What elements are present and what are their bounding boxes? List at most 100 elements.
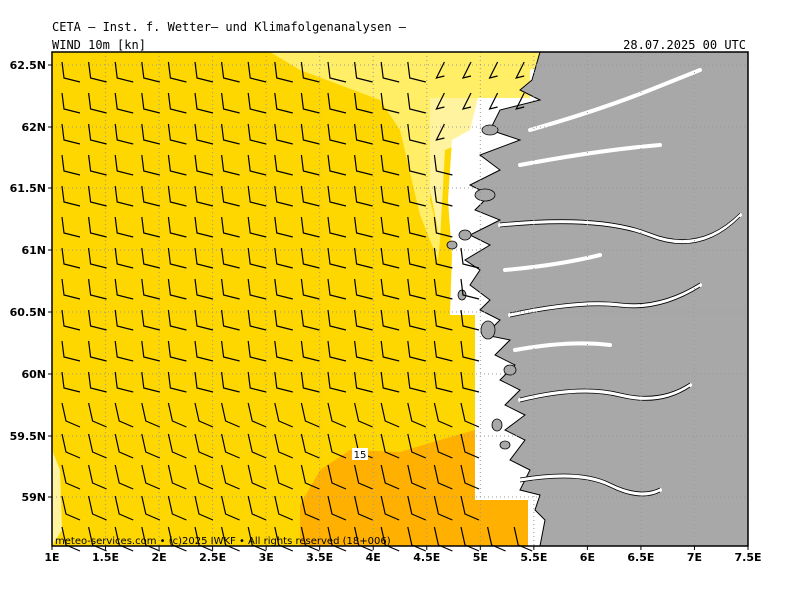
wind-barb bbox=[61, 371, 81, 393]
wind-barb bbox=[221, 92, 240, 114]
wind-barb bbox=[327, 216, 347, 238]
wind-barb bbox=[141, 526, 161, 552]
wind-barb bbox=[88, 371, 107, 393]
lon-label: 4.5E bbox=[413, 551, 440, 564]
wind-barb bbox=[354, 154, 373, 176]
wind-barb bbox=[141, 402, 161, 428]
wind-barb bbox=[114, 526, 134, 552]
wind-barb bbox=[327, 464, 347, 490]
wind-barb bbox=[300, 464, 320, 490]
wind-barb bbox=[407, 371, 426, 393]
wind-barb bbox=[247, 247, 267, 269]
wind-barb bbox=[114, 154, 134, 176]
wind-barb bbox=[274, 433, 294, 459]
wind-barb bbox=[274, 92, 293, 114]
wind-barb bbox=[327, 309, 347, 331]
wind-barb bbox=[194, 526, 214, 552]
wind-barb bbox=[88, 526, 107, 552]
wind-barb bbox=[194, 371, 214, 393]
wind-barb bbox=[327, 526, 347, 552]
wind-barb bbox=[354, 61, 373, 83]
lat-label: 59.5N bbox=[10, 430, 46, 443]
wind-barb bbox=[461, 61, 472, 79]
wind-barb bbox=[141, 154, 160, 176]
wind-barb bbox=[247, 123, 267, 145]
lon-label: 5E bbox=[473, 551, 488, 564]
wind-barbs bbox=[61, 61, 533, 552]
wind-barb bbox=[167, 154, 187, 176]
wind-barb bbox=[380, 371, 400, 393]
wind-barb bbox=[221, 154, 240, 176]
wind-barb bbox=[327, 340, 347, 362]
wind-barb bbox=[433, 278, 453, 300]
wind-barb bbox=[435, 61, 445, 79]
wind-barb bbox=[167, 247, 187, 269]
wind-barb bbox=[167, 309, 187, 331]
wind-barb bbox=[221, 340, 240, 362]
wind-barb bbox=[114, 402, 134, 428]
wind-barb bbox=[488, 61, 499, 79]
wind-barb bbox=[221, 371, 240, 393]
wind-area-5-10kn bbox=[270, 52, 560, 260]
lon-label: 1E bbox=[44, 551, 59, 564]
wind-barb bbox=[114, 340, 134, 362]
wind-barb bbox=[380, 464, 400, 490]
wind-barb bbox=[433, 154, 453, 176]
wind-barb bbox=[247, 92, 267, 114]
lat-label: 59N bbox=[21, 491, 46, 504]
wind-barb bbox=[221, 309, 240, 331]
wind-barb bbox=[114, 247, 134, 269]
wind-barb bbox=[327, 61, 347, 83]
wind-barb bbox=[247, 495, 267, 521]
wind-barb bbox=[407, 123, 426, 145]
wind-barb bbox=[221, 278, 240, 300]
copyright-footer: meteo-services.com • (c)2025 IWKF • All … bbox=[55, 536, 391, 547]
wind-barb bbox=[354, 247, 373, 269]
wind-barb bbox=[194, 154, 214, 176]
wind-barb bbox=[407, 526, 427, 552]
wind-barb bbox=[460, 247, 480, 269]
wind-barb bbox=[88, 154, 107, 176]
wind-barb bbox=[274, 61, 293, 83]
wind-barb bbox=[88, 123, 107, 145]
wind-barb bbox=[460, 309, 480, 331]
wind-barb bbox=[300, 278, 320, 300]
wind-barb bbox=[88, 433, 107, 459]
wind-barb bbox=[274, 185, 293, 207]
wind-barb bbox=[380, 309, 400, 331]
wind-barb bbox=[141, 278, 160, 300]
lon-label: 7E bbox=[687, 551, 702, 564]
wind-barb bbox=[327, 278, 347, 300]
wind-barb bbox=[194, 433, 214, 459]
wind-barb bbox=[354, 123, 373, 145]
wind-barb bbox=[247, 216, 267, 238]
wind-barb bbox=[221, 123, 240, 145]
wind-barb bbox=[513, 526, 533, 552]
wind-barb bbox=[194, 123, 214, 145]
wind-barb bbox=[380, 526, 400, 552]
wind-barb bbox=[167, 526, 187, 552]
wind-barb bbox=[407, 61, 426, 83]
wind-barb bbox=[88, 495, 107, 521]
wind-barb bbox=[380, 154, 400, 176]
wind-barb bbox=[141, 216, 160, 238]
wind-barb bbox=[61, 309, 81, 331]
lon-label: 6E bbox=[580, 551, 595, 564]
wind-barb bbox=[460, 464, 480, 490]
wind-barb bbox=[327, 92, 347, 114]
wind-barb bbox=[380, 495, 400, 521]
wind-barb bbox=[407, 92, 426, 114]
wind-barb bbox=[460, 495, 480, 521]
wind-barb bbox=[141, 185, 160, 207]
wind-barb bbox=[300, 433, 320, 459]
lat-label: 60.5N bbox=[10, 306, 46, 319]
longitude-axis: 1E 1.5E 2E 2.5E 3E 3.5E 4E 4.5E 5E 5.5E 6E 6.5E 7E 7.… bbox=[44, 546, 762, 564]
wind-barb bbox=[61, 154, 81, 176]
wind-barb bbox=[61, 123, 81, 145]
wind-barb bbox=[460, 371, 480, 393]
wind-barb bbox=[114, 371, 134, 393]
wind-barb bbox=[433, 340, 453, 362]
wind-barb bbox=[515, 92, 525, 110]
wind-barb bbox=[407, 433, 427, 459]
wind-barb bbox=[327, 154, 347, 176]
